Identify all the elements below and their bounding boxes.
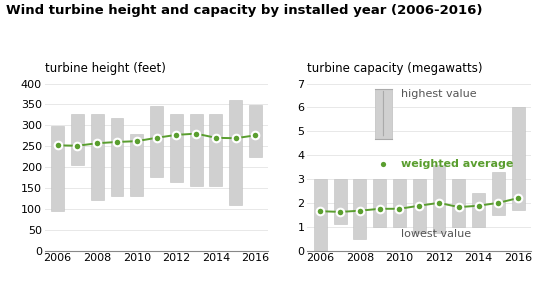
Point: [316, 209, 325, 213]
Bar: [511, 107, 524, 210]
Point: [474, 203, 483, 208]
Point: [73, 143, 82, 148]
Bar: [190, 114, 202, 186]
Bar: [334, 179, 347, 224]
Point: [514, 196, 523, 200]
Point: [454, 205, 463, 209]
Bar: [492, 172, 505, 215]
Point: [93, 141, 102, 145]
Bar: [130, 134, 143, 196]
Point: [152, 136, 161, 140]
Point: [53, 143, 62, 148]
Point: [192, 131, 201, 136]
Bar: [373, 179, 386, 227]
Point: [434, 200, 443, 205]
Point: [356, 209, 364, 213]
Bar: [51, 126, 64, 211]
Text: Wind turbine height and capacity by installed year (2006-2016): Wind turbine height and capacity by inst…: [6, 4, 482, 17]
Point: [415, 203, 424, 208]
Point: [132, 139, 141, 143]
Point: [395, 206, 404, 211]
Bar: [314, 179, 327, 251]
Text: turbine capacity (megawatts): turbine capacity (megawatts): [307, 62, 483, 75]
Text: lowest value: lowest value: [401, 229, 471, 239]
Point: [231, 136, 240, 141]
Bar: [210, 114, 222, 186]
Bar: [229, 100, 242, 204]
Bar: [393, 179, 406, 227]
Bar: [150, 107, 163, 177]
Bar: [170, 114, 183, 182]
Bar: [249, 105, 262, 157]
Bar: [91, 114, 103, 200]
Point: [251, 133, 260, 138]
Bar: [111, 118, 124, 196]
Bar: [472, 193, 485, 227]
Point: [494, 200, 503, 205]
Bar: [353, 179, 366, 239]
Point: [112, 140, 121, 144]
Text: weighted average: weighted average: [401, 159, 514, 169]
Bar: [452, 179, 465, 227]
Bar: [413, 179, 426, 233]
Bar: [71, 114, 84, 165]
Point: [375, 206, 384, 211]
Point: [211, 136, 220, 140]
Text: turbine height (feet): turbine height (feet): [45, 62, 165, 75]
Text: highest value: highest value: [401, 88, 477, 98]
Point: [335, 210, 344, 214]
Bar: [433, 165, 446, 233]
Bar: [375, 88, 392, 139]
Point: [172, 132, 181, 137]
